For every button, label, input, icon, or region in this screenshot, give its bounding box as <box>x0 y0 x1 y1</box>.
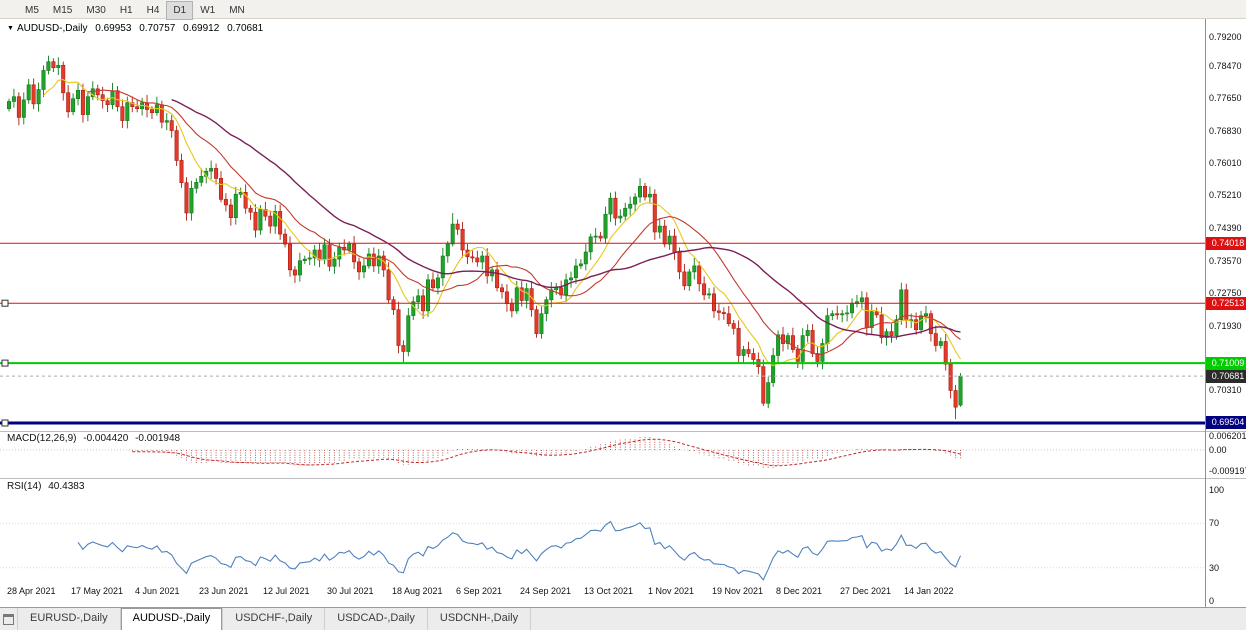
rsi-tick-100: 100 <box>1209 485 1225 495</box>
support-green-handle[interactable] <box>1 359 9 367</box>
rsi-line <box>77 520 962 581</box>
chart-symbol: AUDUSD-,Daily <box>16 23 88 34</box>
pane-separator-rsi[interactable] <box>0 478 1246 479</box>
quote-high: 0.70757 <box>139 23 176 34</box>
macd-indicator-label: MACD(12,26,9) -0.004420 -0.001948 <box>7 433 184 444</box>
chart-canvas[interactable] <box>0 19 1205 607</box>
pane-separator-macd[interactable] <box>0 431 1246 432</box>
timeframe-button-m15[interactable]: M15 <box>52 5 73 16</box>
macd-tick-0.006201: 0.006201 <box>1209 431 1246 441</box>
support-blue-handle[interactable] <box>1 419 9 427</box>
macd-tick--0.009197: -0.009197 <box>1209 466 1246 476</box>
price-tick-0.72750: 0.72750 <box>1209 288 1242 298</box>
timeframe-button-d1[interactable]: D1 <box>166 1 194 20</box>
ma-17-line <box>87 89 961 356</box>
price-axis-separator <box>1205 19 1206 607</box>
macd-title: MACD(12,26,9) <box>7 433 77 444</box>
collapse-arrow-icon[interactable]: ▼ <box>7 25 14 32</box>
price-tick-0.79200: 0.79200 <box>1209 32 1242 42</box>
price-tick-0.78470: 0.78470 <box>1209 61 1242 71</box>
macd-signal-line <box>132 438 961 467</box>
support-blue-price-label: 0.69504 <box>1206 416 1246 429</box>
chart-title: ▼ AUDUSD-,Daily 0.69953 0.70757 0.69912 0… <box>7 23 263 34</box>
quote-close: 0.70681 <box>227 23 264 34</box>
rsi-value: 40.4383 <box>48 481 85 492</box>
price-tick-0.74390: 0.74390 <box>1209 223 1242 233</box>
rsi-tick-70: 70 <box>1209 518 1220 528</box>
timeframe-button-h4[interactable]: H4 <box>146 5 160 16</box>
resistance-lower-price-label: 0.72513 <box>1206 297 1246 310</box>
rsi-indicator-label: RSI(14) 40.4383 <box>7 481 88 492</box>
quote-open: 0.69953 <box>95 23 132 34</box>
timeframe-button-mn[interactable]: MN <box>229 5 245 16</box>
price-tick-0.76830: 0.76830 <box>1209 126 1242 136</box>
macd-value: -0.004420 <box>83 433 129 444</box>
current-price-label: 0.70681 <box>1206 370 1246 383</box>
price-tick-0.76010: 0.76010 <box>1209 158 1242 168</box>
support-green-price-label: 0.71009 <box>1206 357 1246 370</box>
price-tick-0.73570: 0.73570 <box>1209 256 1242 266</box>
chart-tab-bar: EURUSD-,Daily AUDUSD-,Daily USDCHF-,Daily U… <box>0 607 1246 630</box>
price-tick-0.70310: 0.70310 <box>1209 385 1242 395</box>
tab-usdcnh-daily[interactable]: USDCNH-,Daily <box>428 608 532 630</box>
tab-eurusd-daily[interactable]: EURUSD-,Daily <box>18 608 121 630</box>
tab-audusd-daily[interactable]: AUDUSD-,Daily <box>120 608 224 630</box>
macd-tick-0.00: 0.00 <box>1209 445 1227 455</box>
rsi-title: RSI(14) <box>7 481 42 492</box>
price-tick-0.75210: 0.75210 <box>1209 190 1242 200</box>
resistance-lower-handle[interactable] <box>1 299 9 307</box>
rsi-tick-30: 30 <box>1209 563 1220 573</box>
timeframe-toolbar: M5 M15 M30 H1 H4 D1 W1 MN <box>0 0 1246 20</box>
quote-low: 0.69912 <box>183 23 220 34</box>
resistance-upper-price-label: 0.74018 <box>1206 237 1246 250</box>
chart-window-icon[interactable] <box>0 608 18 630</box>
price-tick-0.77650: 0.77650 <box>1209 93 1242 103</box>
ma-8-line <box>43 78 961 367</box>
macd-signal-value: -0.001948 <box>135 433 181 444</box>
price-tick-0.71930: 0.71930 <box>1209 321 1242 331</box>
tab-usdchf-daily[interactable]: USDCHF-,Daily <box>223 608 326 630</box>
ma-34-line <box>171 99 961 338</box>
timeframe-button-h1[interactable]: H1 <box>119 5 133 16</box>
tab-usdcad-daily[interactable]: USDCAD-,Daily <box>325 608 428 630</box>
timeframe-button-m5[interactable]: M5 <box>25 5 39 16</box>
timeframe-button-m30[interactable]: M30 <box>86 5 106 16</box>
timeframe-button-w1[interactable]: W1 <box>200 5 216 16</box>
rsi-tick-0: 0 <box>1209 596 1215 606</box>
